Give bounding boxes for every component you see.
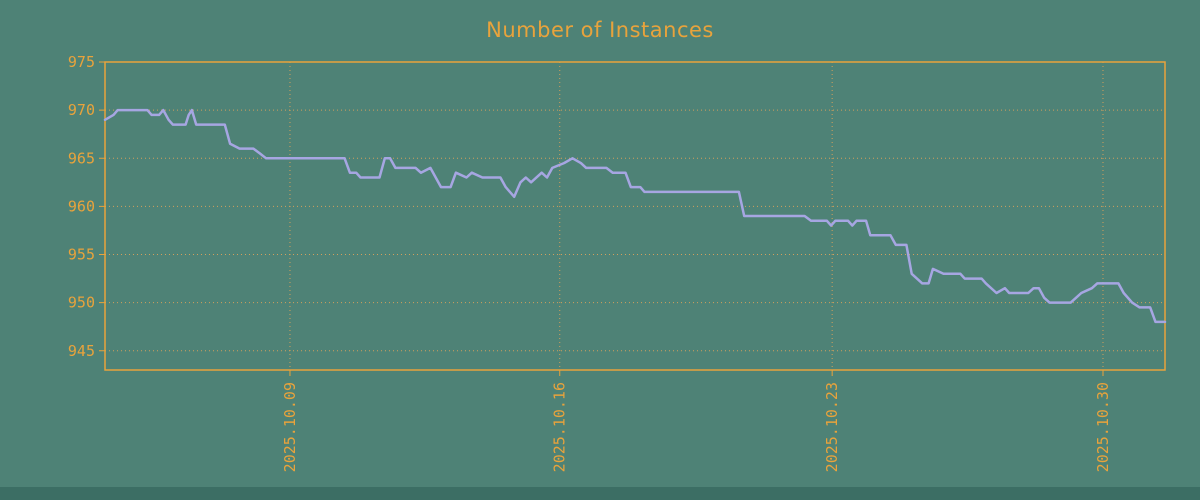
y-tick-label: 960 [68, 197, 95, 215]
x-tick-label: 2025.10.09 [281, 382, 299, 472]
x-tick-label: 2025.10.23 [823, 382, 841, 472]
x-tick-label: 2025.10.16 [551, 382, 569, 472]
y-tick-label: 975 [68, 53, 95, 71]
y-tick-label: 950 [68, 294, 95, 312]
y-tick-label: 970 [68, 101, 95, 119]
y-tick-label: 965 [68, 149, 95, 167]
y-tick-label: 945 [68, 342, 95, 360]
y-tick-label: 955 [68, 246, 95, 264]
footer-strip [0, 487, 1200, 500]
x-tick-label: 2025.10.30 [1094, 382, 1112, 472]
instances-series-line [103, 108, 1167, 324]
chart-title: Number of Instances [486, 18, 714, 42]
plot-border [104, 61, 1166, 371]
